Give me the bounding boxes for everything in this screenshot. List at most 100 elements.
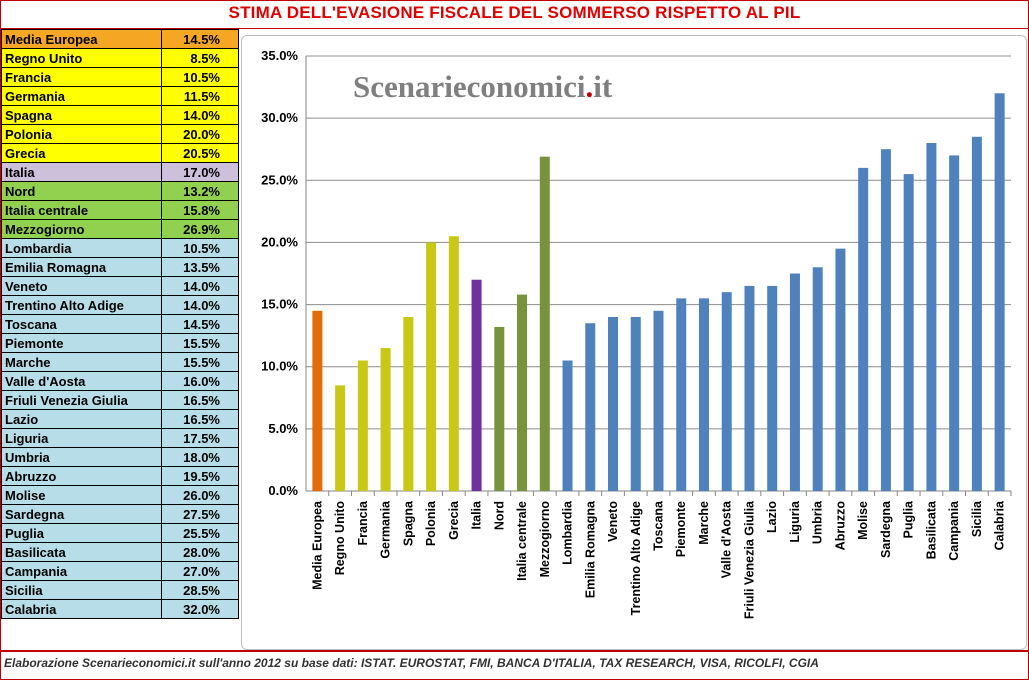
x-tick-label: Grecia xyxy=(447,500,461,540)
bar-chart: 0.0% 5.0% 10.0% 15.0% 20.0% 25.0% 30.0% 35.0% M… xyxy=(261,48,1012,619)
row-label: Lazio xyxy=(1,409,162,429)
row-value: 25.5% xyxy=(161,523,239,543)
bar xyxy=(312,310,323,491)
row-label: Marche xyxy=(1,352,162,372)
table-row: Friuli Venezia Giulia 16.5% xyxy=(1,390,239,410)
row-value: 27.5% xyxy=(161,504,239,524)
y-tick-label: 20.0% xyxy=(261,234,298,249)
bar xyxy=(448,236,459,491)
y-tick-label: 0.0% xyxy=(268,483,298,498)
bar xyxy=(517,294,528,491)
footer-source-note: Elaborazione Scenarieconomici.it sull'an… xyxy=(4,656,819,670)
bar xyxy=(585,323,596,491)
row-label: Sardegna xyxy=(1,504,162,524)
row-label: Spagna xyxy=(1,105,162,125)
x-tick-label: Lombardia xyxy=(561,500,575,565)
row-label: Umbria xyxy=(1,447,162,467)
table-row: Toscana 14.5% xyxy=(1,314,239,334)
x-tick-label: Calabria xyxy=(993,500,1007,550)
x-tick-label: Toscana xyxy=(652,500,666,551)
bar xyxy=(812,267,823,491)
row-label: Mezzogiorno xyxy=(1,219,162,239)
row-label: Lombardia xyxy=(1,238,162,258)
table-row: Molise 26.0% xyxy=(1,485,239,505)
footer-divider xyxy=(0,650,1029,652)
row-value: 14.0% xyxy=(161,295,239,315)
table-row: Mezzogiorno 26.9% xyxy=(1,219,239,239)
row-label: Campania xyxy=(1,561,162,581)
row-value: 18.0% xyxy=(161,447,239,467)
row-value: 14.5% xyxy=(161,29,239,49)
bar xyxy=(471,279,482,491)
x-tick-label: Media Europea xyxy=(310,500,324,590)
table-row: Emilia Romagna 13.5% xyxy=(1,257,239,277)
x-tick-label: Spagna xyxy=(401,500,415,546)
x-tick-label: Francia xyxy=(356,500,370,546)
table-row: Calabria 32.0% xyxy=(1,599,239,619)
bar xyxy=(767,285,778,491)
row-value: 8.5% xyxy=(161,48,239,68)
row-value: 17.5% xyxy=(161,428,239,448)
x-tick-label: Molise xyxy=(856,501,870,540)
row-value: 10.5% xyxy=(161,238,239,258)
y-tick-label: 10.0% xyxy=(261,359,298,374)
bar xyxy=(562,360,573,491)
table-row: Sicilia 28.5% xyxy=(1,580,239,600)
row-value: 28.0% xyxy=(161,542,239,562)
table-row: Sardegna 27.5% xyxy=(1,504,239,524)
x-tick-label: Trentino Alto Adige xyxy=(629,501,643,615)
bar xyxy=(903,174,914,492)
table-row: Campania 27.0% xyxy=(1,561,239,581)
row-value: 15.5% xyxy=(161,333,239,353)
table-row: Francia 10.5% xyxy=(1,67,239,87)
row-value: 15.5% xyxy=(161,352,239,372)
watermark: Scenarieconomici.it xyxy=(353,69,613,104)
x-tick-label: Sardegna xyxy=(879,500,893,558)
row-value: 13.5% xyxy=(161,257,239,277)
row-value: 26.9% xyxy=(161,219,239,239)
bar xyxy=(971,136,982,491)
row-label: Italia centrale xyxy=(1,200,162,220)
row-label: Piemonte xyxy=(1,333,162,353)
bar xyxy=(744,285,755,491)
bar xyxy=(426,242,437,491)
x-tick-label: Polonia xyxy=(424,500,438,546)
row-label: Veneto xyxy=(1,276,162,296)
row-value: 14.0% xyxy=(161,105,239,125)
table-row: Media Europea 14.5% xyxy=(1,29,239,49)
row-value: 16.0% xyxy=(161,371,239,391)
table-row: Regno Unito 8.5% xyxy=(1,48,239,68)
bar xyxy=(698,298,709,491)
bar xyxy=(721,292,732,491)
row-label: Emilia Romagna xyxy=(1,257,162,277)
table-row: Abruzzo 19.5% xyxy=(1,466,239,486)
data-table: Media Europea 14.5% Regno Unito 8.5% Francia… xyxy=(1,29,239,619)
row-value: 17.0% xyxy=(161,162,239,182)
x-tick-label: Mezzogiorno xyxy=(538,501,552,578)
row-label: Italia xyxy=(1,162,162,182)
bar xyxy=(494,326,505,491)
row-label: Valle d'Aosta xyxy=(1,371,162,391)
x-tick-label: Puglia xyxy=(902,500,916,539)
row-label: Francia xyxy=(1,67,162,87)
row-label: Abruzzo xyxy=(1,466,162,486)
bar xyxy=(858,167,869,491)
row-value: 13.2% xyxy=(161,181,239,201)
x-tick-label: Marche xyxy=(697,501,711,545)
table-row: Italia 17.0% xyxy=(1,162,239,182)
row-label: Puglia xyxy=(1,523,162,543)
table-row: Valle d'Aosta 16.0% xyxy=(1,371,239,391)
row-label: Molise xyxy=(1,485,162,505)
row-value: 26.0% xyxy=(161,485,239,505)
table-row: Basilicata 28.0% xyxy=(1,542,239,562)
table-row: Lazio 16.5% xyxy=(1,409,239,429)
table-row: Polonia 20.0% xyxy=(1,124,239,144)
row-value: 20.5% xyxy=(161,143,239,163)
table-row: Puglia 25.5% xyxy=(1,523,239,543)
row-value: 16.5% xyxy=(161,409,239,429)
y-tick-label: 25.0% xyxy=(261,172,298,187)
table-row: Piemonte 15.5% xyxy=(1,333,239,353)
x-tick-label: Campania xyxy=(947,500,961,561)
row-value: 16.5% xyxy=(161,390,239,410)
table-row: Marche 15.5% xyxy=(1,352,239,372)
